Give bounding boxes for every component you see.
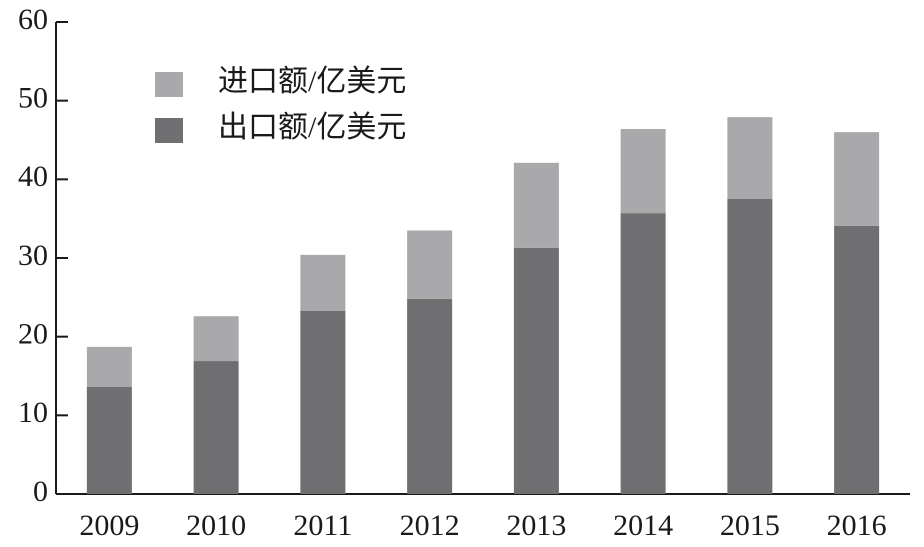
bar-segment xyxy=(407,230,453,299)
y-tick-label: 50 xyxy=(18,82,48,115)
legend-swatch xyxy=(155,118,183,143)
y-tick-label: 40 xyxy=(18,160,48,193)
bar-segment xyxy=(193,316,239,362)
bar-segment xyxy=(513,162,559,248)
x-tick-label: 2016 xyxy=(827,509,887,542)
bar-segment xyxy=(620,128,666,214)
bar-segment xyxy=(513,247,559,494)
y-tick-label: 0 xyxy=(33,475,48,508)
x-tick-label: 2009 xyxy=(79,509,139,542)
y-tick-label: 20 xyxy=(18,318,48,351)
bar-segment xyxy=(727,117,773,199)
x-tick-label: 2014 xyxy=(613,509,673,542)
bar-segment xyxy=(300,310,346,494)
bar-segment xyxy=(407,298,453,494)
x-tick-label: 2010 xyxy=(186,509,246,542)
legend-swatch xyxy=(155,72,183,97)
y-tick-label: 30 xyxy=(18,239,48,272)
bar-segment xyxy=(834,132,880,226)
x-tick-label: 2011 xyxy=(293,509,352,542)
x-tick-label: 2015 xyxy=(720,509,780,542)
x-tick-label: 2012 xyxy=(400,509,460,542)
bar-segment xyxy=(86,387,132,494)
y-tick-label: 60 xyxy=(18,3,48,36)
bar-segment xyxy=(834,225,880,494)
legend-label: 出口额/亿美元 xyxy=(218,111,406,144)
y-tick-label: 10 xyxy=(18,396,48,429)
bar-segment xyxy=(300,254,346,311)
bar-segment xyxy=(86,346,132,388)
legend-label: 进口额/亿美元 xyxy=(218,65,406,98)
bar-segment xyxy=(727,199,773,494)
bar-segment xyxy=(193,361,239,494)
bar-segment xyxy=(620,213,666,494)
x-tick-label: 2013 xyxy=(506,509,566,542)
